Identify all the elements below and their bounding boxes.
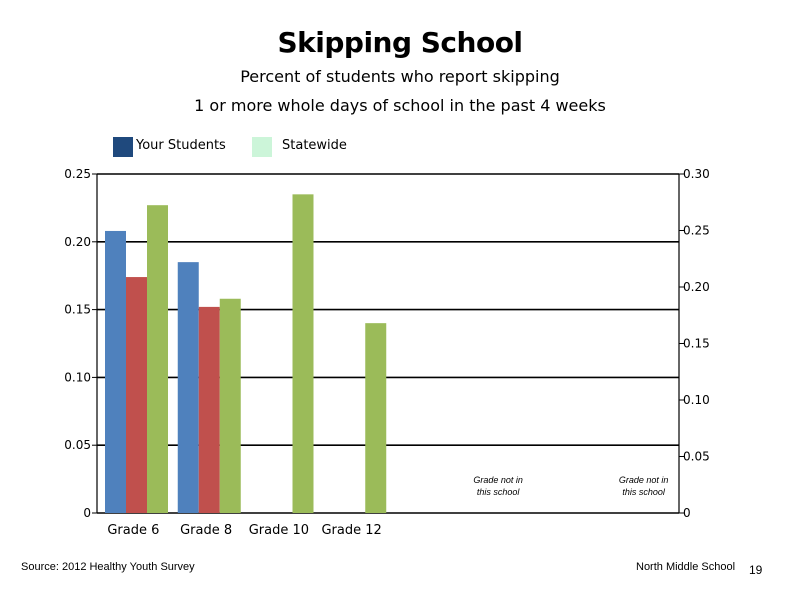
x-axis-category-label: Grade 8 xyxy=(180,523,232,538)
right-axis-tick-label: 0.30 xyxy=(683,167,710,181)
x-axis-category-label: Grade 12 xyxy=(321,523,381,538)
right-axis-tick-label: 0.15 xyxy=(683,337,710,351)
footer-school-name: North Middle School xyxy=(636,561,736,573)
bar xyxy=(292,194,314,513)
left-axis-tick-label: 0.05 xyxy=(64,438,91,452)
bar xyxy=(219,298,241,513)
grade-not-in-school-note: Grade not in xyxy=(473,475,523,485)
left-axis-tick-label: 0.25 xyxy=(64,167,91,181)
left-axis-tick-label: 0 xyxy=(83,506,91,520)
legend-label-statewide: Statewide xyxy=(282,138,347,153)
chart-subtitle-line-1: Percent of students who report skipping xyxy=(240,67,560,86)
grade-not-in-school-note: this school xyxy=(622,487,666,497)
x-axis-category-label: Grade 6 xyxy=(107,523,159,538)
x-axis-category-label: Grade 10 xyxy=(249,523,309,538)
chart-subtitle-line-2: 1 or more whole days of school in the pa… xyxy=(194,96,606,115)
right-axis-tick-label: 0 xyxy=(683,506,691,520)
bar xyxy=(126,277,147,513)
legend-swatch-statewide xyxy=(252,137,272,157)
bar xyxy=(365,323,387,513)
right-axis-tick-label: 0.20 xyxy=(683,280,710,294)
left-axis-tick-label: 0.20 xyxy=(64,235,91,249)
footer-source: Source: 2012 Healthy Youth Survey xyxy=(21,561,195,573)
legend-label-your-students: Your Students xyxy=(136,138,226,153)
page-number: 19 xyxy=(749,563,763,577)
bar xyxy=(105,230,126,513)
right-axis-tick-label: 0.25 xyxy=(683,224,710,238)
right-axis-tick-label: 0.10 xyxy=(683,393,710,407)
bar xyxy=(147,205,168,514)
bar xyxy=(177,262,199,513)
grade-not-in-school-note: this school xyxy=(477,487,521,497)
grade-not-in-school-note: Grade not in xyxy=(619,475,669,485)
left-axis-tick-label: 0.10 xyxy=(64,370,91,384)
bar xyxy=(198,306,220,513)
legend-swatch-your-students xyxy=(113,137,133,157)
chart-title: Skipping School xyxy=(277,26,523,59)
right-axis-tick-label: 0.05 xyxy=(683,450,710,464)
left-axis-tick-label: 0.15 xyxy=(64,303,91,317)
